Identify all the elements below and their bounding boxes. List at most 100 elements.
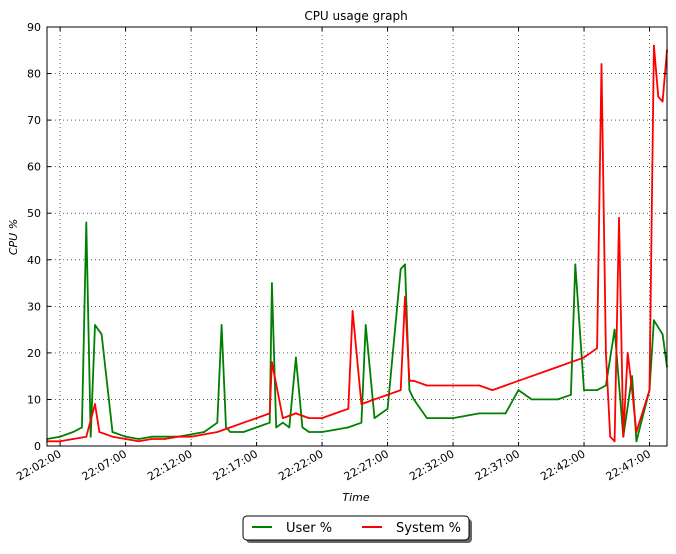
data-point <box>631 389 633 391</box>
data-point <box>216 421 219 424</box>
data-point <box>439 417 441 419</box>
series-line <box>47 44 668 443</box>
chart-title: CPU usage graph <box>304 9 407 23</box>
data-point <box>150 435 153 438</box>
legend-box <box>242 515 470 541</box>
data-point <box>360 403 363 405</box>
data-point <box>124 438 127 440</box>
data-point <box>255 417 258 419</box>
legend: User % System % <box>242 515 472 543</box>
data-point <box>556 366 559 368</box>
data-point <box>491 389 494 391</box>
data-point <box>242 421 245 424</box>
data-point <box>295 412 297 415</box>
data-point <box>412 379 415 382</box>
data-point <box>81 426 83 429</box>
x-tick-label: 22:12:00 <box>145 447 194 483</box>
data-point <box>648 389 651 391</box>
data-point <box>491 412 494 415</box>
x-tick-label: 22:22:00 <box>276 447 325 483</box>
y-tick-label: 80 <box>27 68 41 81</box>
data-point <box>275 426 278 429</box>
data-point <box>373 398 376 401</box>
data-point <box>216 431 219 433</box>
y-tick-label: 50 <box>27 207 41 220</box>
data-point <box>517 389 520 391</box>
data-point <box>653 44 655 47</box>
data-point <box>321 417 323 419</box>
data-point <box>657 95 660 98</box>
data-point <box>408 389 411 391</box>
data-point <box>596 389 598 391</box>
data-point <box>504 384 507 387</box>
data-point <box>321 431 323 433</box>
data-point <box>150 438 153 440</box>
data-point <box>94 403 96 405</box>
data-point <box>556 398 559 401</box>
series-layer <box>46 44 668 443</box>
data-point <box>85 435 88 438</box>
x-axis-label: Time <box>342 491 369 504</box>
data-point <box>543 398 546 401</box>
x-tick-label: 22:37:00 <box>473 447 522 483</box>
legend-user-label: User % <box>286 521 332 536</box>
data-point <box>190 433 193 436</box>
data-point <box>203 431 206 433</box>
data-point <box>334 412 337 415</box>
data-point <box>404 263 406 266</box>
data-point <box>613 328 616 331</box>
x-tick-label: 22:07:00 <box>80 447 129 483</box>
tick-marks <box>47 26 667 447</box>
series-user <box>46 221 668 443</box>
data-point <box>465 414 468 417</box>
data-point <box>426 384 428 387</box>
data-point <box>635 431 638 433</box>
data-point <box>347 407 350 410</box>
y-tick-label: 30 <box>27 300 41 313</box>
data-point <box>478 384 481 387</box>
data-point <box>404 296 406 298</box>
data-point <box>100 333 103 336</box>
data-point <box>386 393 389 396</box>
data-point <box>373 417 376 419</box>
data-point <box>301 426 304 429</box>
data-point <box>399 389 402 391</box>
data-point <box>85 221 88 224</box>
data-point <box>530 375 533 378</box>
data-point <box>351 310 354 312</box>
data-point <box>137 440 140 443</box>
data-point <box>635 440 638 443</box>
y-tick-label: 70 <box>27 114 41 127</box>
series-system <box>46 44 668 443</box>
data-point <box>618 217 620 219</box>
data-point <box>452 384 454 387</box>
y-tick-label: 0 <box>34 440 41 453</box>
data-point <box>255 426 258 429</box>
data-point <box>517 379 520 382</box>
y-tick-label: 20 <box>27 347 41 360</box>
data-point <box>190 435 193 438</box>
data-point <box>574 263 577 266</box>
data-point <box>203 433 206 436</box>
data-point <box>452 417 454 419</box>
data-point <box>177 435 179 438</box>
data-point <box>583 356 585 359</box>
data-point <box>661 100 664 103</box>
data-point <box>600 63 603 66</box>
data-point <box>622 435 625 438</box>
x-tick-labels: 22:02:00 22:07:00 22:12:00 22:17:00 22:22:00… <box>14 447 653 483</box>
data-point <box>605 384 607 387</box>
data-point <box>72 438 75 440</box>
data-point <box>412 398 415 401</box>
series-line <box>46 221 668 443</box>
data-point <box>478 412 481 415</box>
data-point <box>98 431 101 433</box>
y-axis-label: CPU % <box>7 219 20 255</box>
y-tick-label: 10 <box>27 393 41 406</box>
gridlines <box>47 27 667 446</box>
data-point <box>360 421 363 424</box>
plot-frame <box>46 26 668 447</box>
x-tick-label: 22:42:00 <box>538 447 587 483</box>
data-point <box>661 333 664 336</box>
